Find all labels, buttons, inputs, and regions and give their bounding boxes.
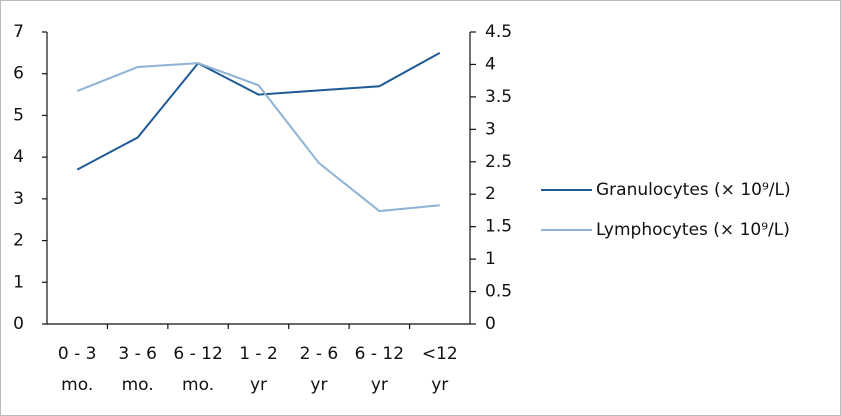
y2-tick-label: 2.5 (485, 152, 512, 172)
y-tick-label: 0 (13, 314, 24, 334)
x-tick-label: mo. (61, 375, 93, 395)
x-tick-label: mo. (122, 375, 154, 395)
y2-tick-label: 1 (485, 249, 496, 269)
y2-tick-label: 2 (485, 184, 496, 204)
x-tick-label: yr (431, 375, 448, 395)
y2-tick-label: 0.5 (485, 282, 512, 302)
x-tick-label: 2 - 6 (300, 344, 339, 364)
y2-tick-label: 0 (485, 314, 496, 334)
x-tick-label: <12 (422, 344, 458, 364)
y-tick-label: 6 (13, 64, 24, 84)
y-tick-label: 3 (13, 189, 24, 209)
x-tick-label: 3 - 6 (118, 344, 157, 364)
x-tick-label: 0 - 3 (58, 344, 97, 364)
y2-tick-label: 4 (485, 54, 496, 74)
y-tick-label: 1 (13, 272, 24, 292)
series-line (76, 62, 440, 213)
y-tick-label: 7 (13, 22, 24, 42)
legend-label: Granulocytes (× 10⁹/L) (596, 180, 791, 200)
x-tick-label: 6 - 12 (355, 344, 404, 364)
y-tick-label: 5 (13, 105, 24, 125)
y2-tick-label: 3 (485, 119, 496, 139)
y-tick-label: 4 (13, 147, 24, 167)
x-tick-label: 1 - 2 (239, 344, 278, 364)
x-tick-label: yr (310, 375, 327, 395)
y2-tick-label: 3.5 (485, 87, 512, 107)
x-tick-label: yr (371, 375, 388, 395)
x-tick-label: 6 - 12 (173, 344, 222, 364)
y2-tick-label: 4.5 (485, 22, 512, 42)
x-tick-label: mo. (182, 375, 214, 395)
legend-label: Lymphocytes (× 10⁹/L) (596, 220, 790, 240)
x-tick-label: yr (250, 375, 267, 395)
y-tick-label: 2 (13, 231, 24, 251)
series-line (76, 51, 441, 171)
y2-tick-label: 1.5 (485, 217, 512, 237)
